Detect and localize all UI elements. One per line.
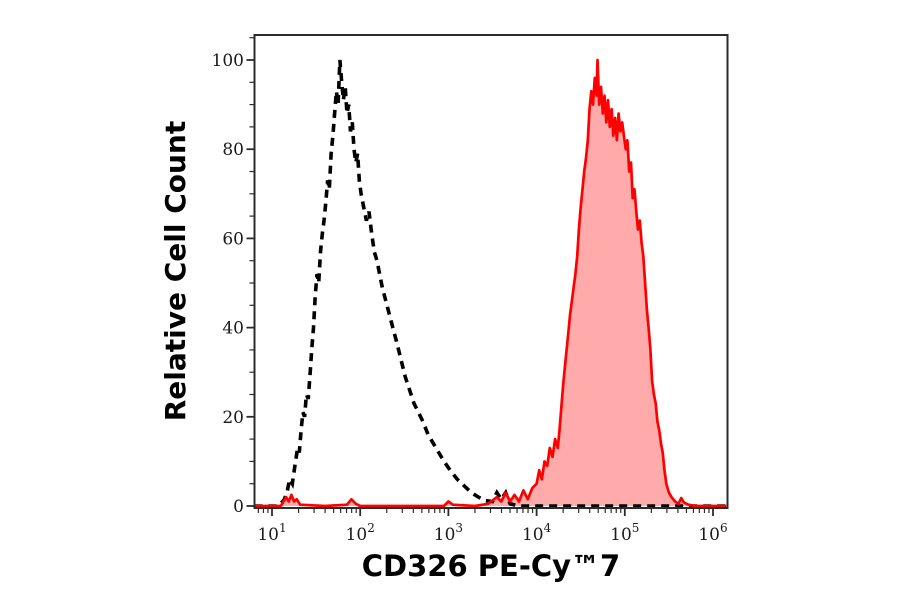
x-tick-label: 104 [522, 521, 552, 545]
x-tick-label: 102 [346, 521, 375, 545]
x-axis-title: CD326 PE-Cy™7 [361, 549, 621, 583]
y-tick-label: 40 [222, 319, 244, 339]
plot-frame [253, 34, 729, 509]
stained-histogram-fill [254, 60, 727, 506]
isotype-control-curve [254, 59, 727, 508]
y-tick-label: 20 [222, 408, 244, 428]
stained-histogram-curve [254, 58, 727, 508]
y-tick-label: 0 [233, 497, 244, 517]
x-tick-label: 101 [257, 521, 286, 545]
y-tick-label: 80 [222, 140, 244, 160]
y-axis-title: Relative Cell Count [159, 120, 192, 422]
x-tick-label: 103 [434, 521, 463, 545]
x-tick-label: 106 [698, 521, 727, 545]
x-tick-label: 105 [610, 521, 639, 545]
y-tick-label: 60 [222, 229, 244, 249]
y-tick-label: 100 [212, 51, 244, 71]
